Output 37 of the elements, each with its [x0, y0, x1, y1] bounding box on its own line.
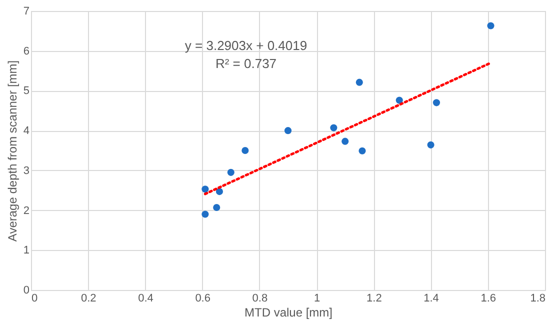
- point: [330, 124, 338, 132]
- point: [427, 141, 434, 148]
- x-tick-label: 0: [32, 292, 38, 304]
- point: [213, 204, 220, 212]
- x-tick-label: 0.4: [138, 292, 154, 304]
- point: [284, 127, 292, 134]
- point: [342, 138, 349, 145]
- y-axis-title: Average depth from scanner [mm]: [5, 60, 20, 242]
- point: [227, 168, 234, 176]
- x-tick-label: 1.2: [366, 292, 382, 304]
- y-tick-label: 2: [23, 204, 30, 217]
- y-tick-label: 5: [23, 85, 30, 98]
- point: [242, 146, 249, 154]
- y-tick-label: 0: [23, 284, 30, 296]
- annotation: y = 3.2903x + 0.4019: [184, 38, 308, 53]
- point: [202, 186, 209, 193]
- y-tick-label: 1: [23, 244, 30, 257]
- point: [356, 78, 363, 86]
- y-tick-label: 3: [23, 164, 30, 177]
- y-tick-label: 7: [23, 6, 30, 18]
- x-tick-label: 1.6: [480, 292, 496, 304]
- point: [216, 188, 224, 196]
- y-tick-label: 6: [23, 45, 30, 58]
- x-axis-title: MTD value [mm]: [244, 306, 333, 320]
- x-tick-label: 0.2: [80, 292, 96, 304]
- x-tick-label: 1.8: [530, 292, 546, 304]
- x-tick-label: 1: [314, 292, 320, 304]
- x-tick-label: 1.4: [424, 292, 439, 304]
- point: [396, 96, 403, 104]
- annotation: R² = 0.737: [215, 56, 277, 71]
- x-tick-label: 0.6: [195, 292, 210, 304]
- y-tick-label: 4: [23, 125, 30, 138]
- x-tick-label: 0.8: [252, 292, 268, 304]
- point: [358, 147, 366, 154]
- point: [487, 22, 494, 30]
- point: [432, 99, 440, 106]
- point: [202, 210, 209, 218]
